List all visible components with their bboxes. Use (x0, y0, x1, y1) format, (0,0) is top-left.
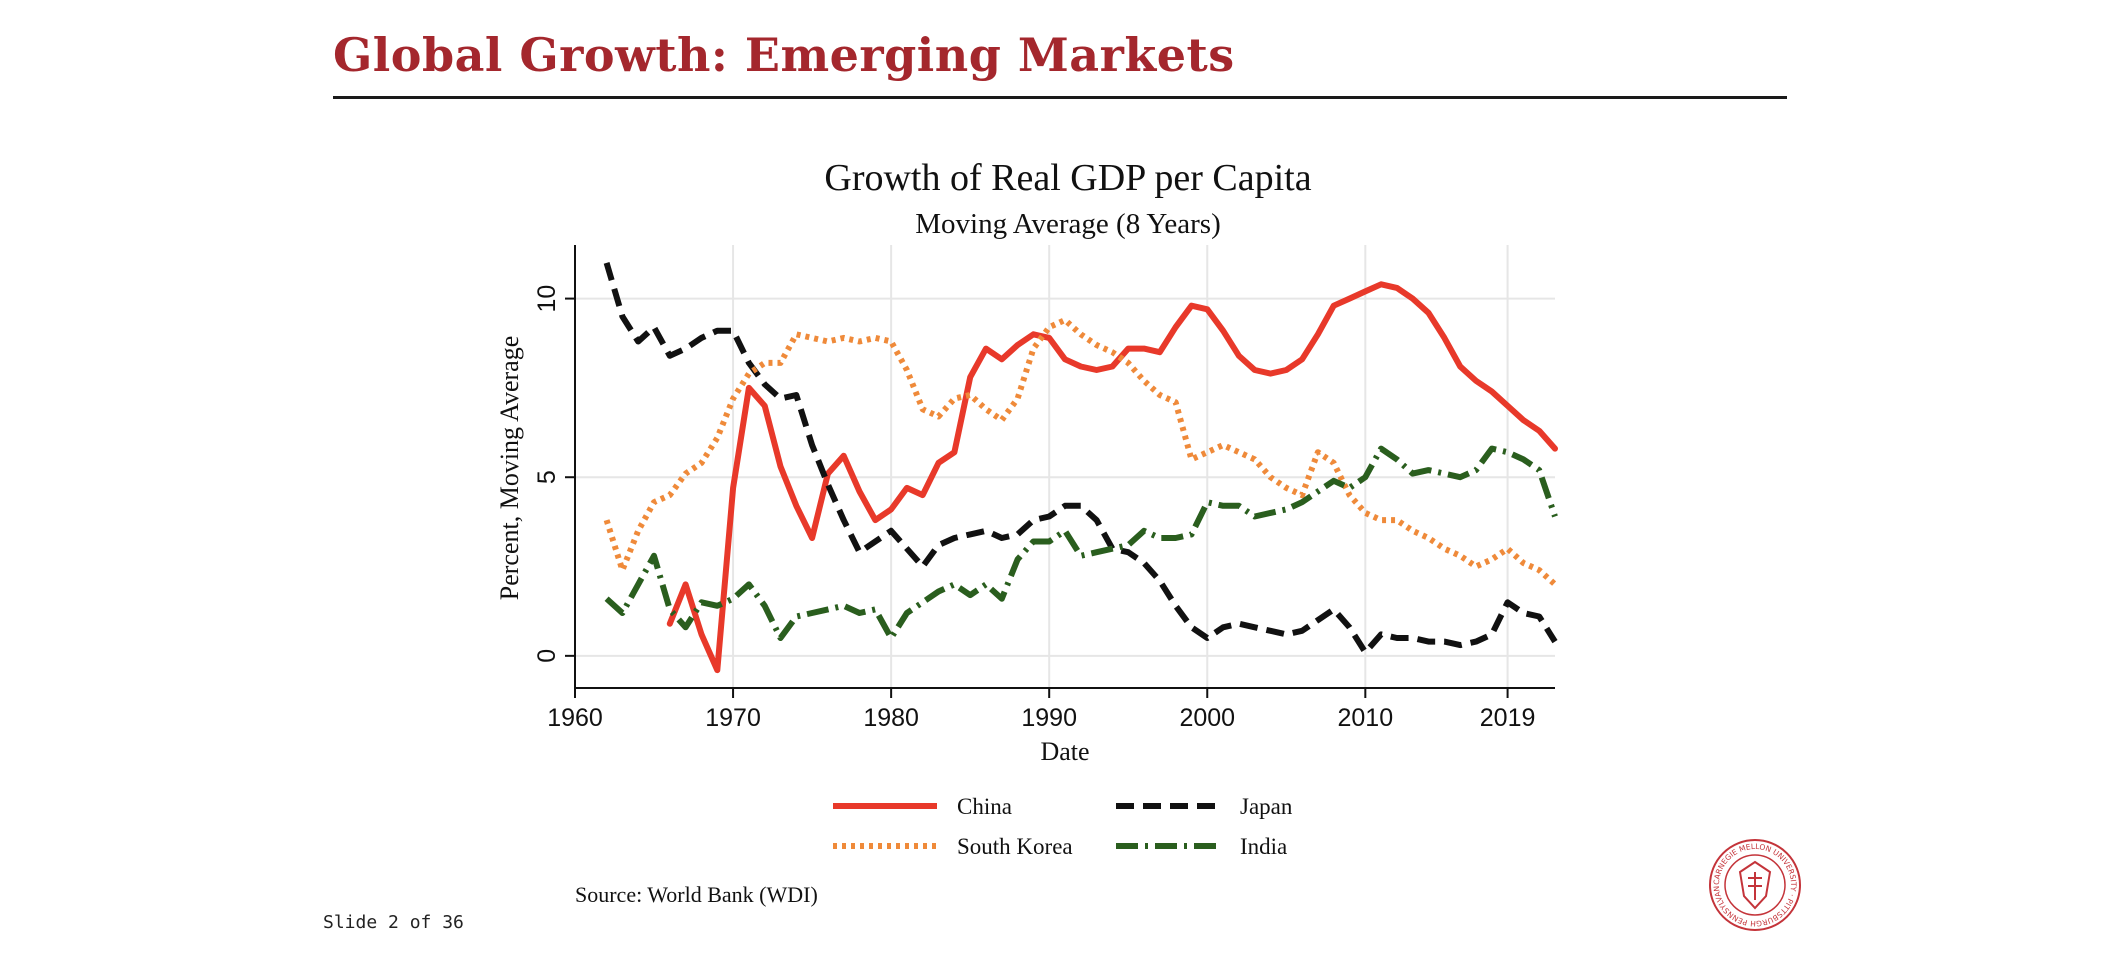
legend-label-india: India (1240, 834, 1287, 859)
legend-label-china: China (957, 794, 1012, 819)
chart-subtitle: Moving Average (8 Years) (915, 208, 1221, 240)
series-lines (603, 262, 1558, 674)
university-seal-logo: CARNEGIE MELLON UNIVERSITY · PITTSBURGH … (1708, 838, 1801, 931)
y-tick-label: 5 (533, 470, 561, 484)
chart-title: Growth of Real GDP per Capita (824, 157, 1311, 199)
y-tick-label: 0 (533, 649, 561, 663)
series-line-india (604, 445, 1558, 641)
grid-lines (574, 245, 1555, 688)
axes: 1960 1970 1980 1990 2000 2010 2019 0 5 10 (533, 245, 1555, 732)
legend: China Japan South Korea India (833, 794, 1293, 859)
x-tick-label: 2010 (1338, 704, 1394, 732)
series-line-china (666, 281, 1558, 674)
x-tick-label: 1980 (863, 704, 919, 732)
slide-title: Global Growth: Emerging Markets (333, 28, 1235, 82)
slide-number: Slide 2 of 36 (323, 912, 464, 933)
legend-label-japan: Japan (1240, 794, 1293, 819)
series-line-south-korea (603, 317, 1558, 587)
y-tick-label: 10 (533, 285, 561, 313)
x-axis-label: Date (1040, 737, 1089, 766)
x-tick-label: 1990 (1021, 704, 1077, 732)
source-note: Source: World Bank (WDI) (575, 882, 818, 907)
x-tick-label: 2000 (1179, 704, 1235, 732)
x-tick-label: 1970 (705, 704, 761, 732)
title-divider (333, 96, 1787, 99)
x-tick-label: 1960 (547, 704, 603, 732)
y-axis-label: Percent, Moving Average (495, 336, 524, 601)
x-tick-label: 2019 (1480, 704, 1536, 732)
legend-label-south-korea: South Korea (957, 834, 1073, 859)
series-line-japan (603, 262, 1558, 656)
